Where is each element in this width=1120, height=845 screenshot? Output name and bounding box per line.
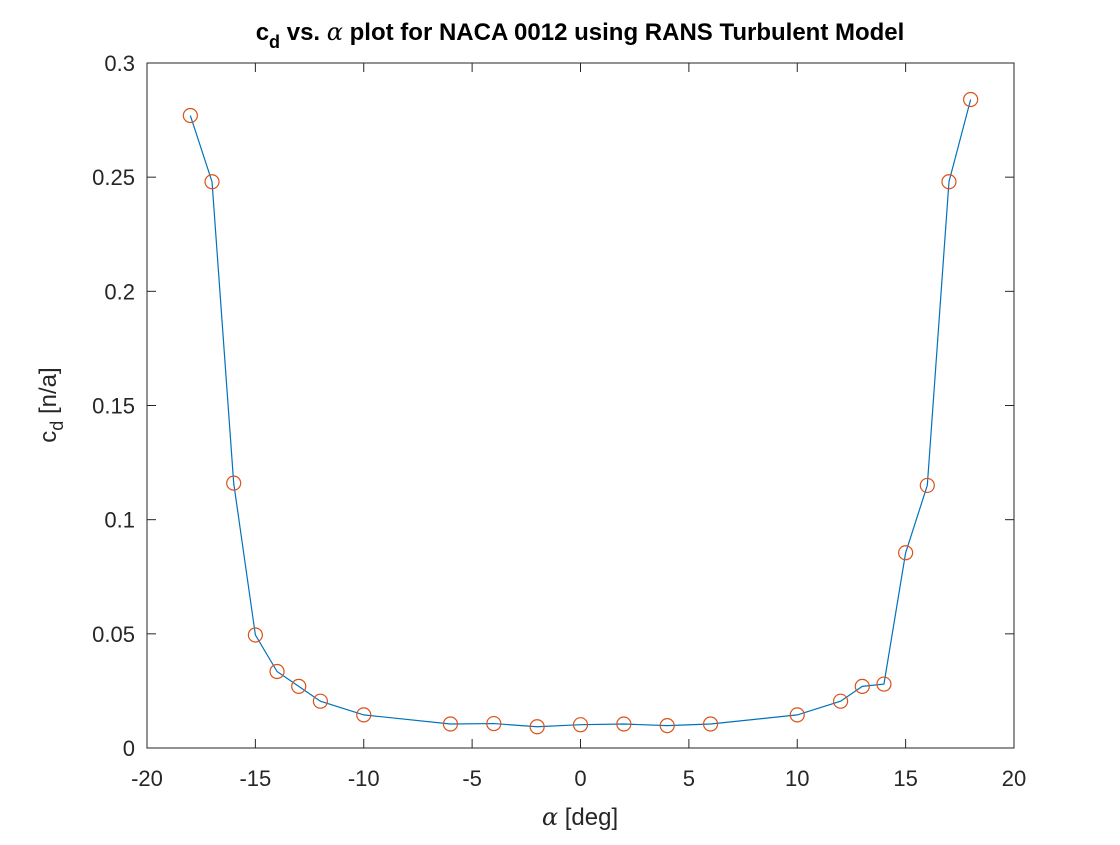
data-point-marker — [919, 477, 935, 494]
data-point-marker — [789, 707, 805, 723]
x-axis-label-text: [deg] — [558, 804, 618, 831]
y-axis-tick-labels: 0 0.05 0.1 0.15 0.2 0.25 0.3 — [92, 51, 135, 761]
title-greek: α — [327, 18, 343, 46]
data-point-marker — [616, 716, 632, 732]
y-axis-label-base: c — [35, 431, 62, 443]
data-point-marker — [832, 693, 849, 709]
y-tick-label: 0.15 — [92, 394, 135, 419]
y-tick-label: 0 — [123, 736, 135, 761]
data-point-marker — [898, 545, 914, 561]
x-axis-label: α [deg] — [542, 803, 618, 831]
y-tick-label: 0.05 — [92, 622, 135, 647]
data-point-marker — [572, 717, 589, 733]
data-point-marker — [204, 174, 220, 190]
data-point-marker — [529, 719, 545, 735]
data-point-marker — [182, 107, 198, 124]
y-axis-label-text: [n/a] — [35, 367, 62, 420]
y-tick-label: 0.1 — [104, 508, 135, 533]
x-tick-label: 5 — [683, 766, 695, 791]
data-point-marker — [659, 718, 675, 734]
title-mid: vs. — [280, 19, 327, 46]
data-point-marker — [702, 716, 719, 732]
data-point-marker — [356, 707, 372, 723]
data-point-marker — [269, 663, 285, 680]
x-tick-label: -10 — [348, 766, 380, 791]
data-point-marker — [963, 91, 979, 108]
plot-area — [146, 62, 1015, 749]
title-subscript: d — [269, 32, 280, 52]
data-point-marker — [226, 475, 242, 491]
x-tick-label: 20 — [1002, 766, 1026, 791]
series-layer — [182, 91, 979, 735]
chart-title: cd vs. α plot for NACA 0012 using RANS T… — [256, 18, 905, 52]
x-axis-label-greek: α — [542, 803, 558, 831]
x-axis-tick-labels: -20 -15 -10 -5 0 5 10 15 20 — [131, 766, 1026, 791]
y-axis-label: cd [n/a] — [35, 367, 67, 442]
y-axis-label-subscript: d — [47, 421, 67, 431]
data-point-marker — [312, 693, 328, 709]
x-tick-label: 10 — [785, 766, 809, 791]
x-tick-label: 15 — [893, 766, 917, 791]
data-point-marker — [442, 716, 459, 732]
data-point-marker — [247, 627, 263, 643]
title-post: plot for NACA 0012 using RANS Turbulent … — [343, 19, 904, 46]
data-point-marker — [486, 715, 502, 732]
x-tick-label: -20 — [131, 766, 163, 791]
data-point-marker — [876, 676, 892, 692]
y-tick-label: 0.25 — [92, 165, 135, 190]
y-tick-label: 0.2 — [104, 279, 135, 304]
data-point-marker — [291, 678, 307, 694]
y-axis-ticks — [147, 62, 1014, 749]
x-tick-label: -15 — [239, 766, 271, 791]
y-tick-label: 0.3 — [104, 51, 135, 76]
data-point-marker — [941, 174, 957, 190]
x-axis-ticks — [146, 63, 1015, 748]
series-line — [189, 99, 972, 728]
data-point-marker — [854, 678, 870, 694]
x-tick-label: 0 — [574, 766, 586, 791]
title-pre: c — [256, 19, 269, 46]
x-tick-label: -5 — [462, 766, 482, 791]
